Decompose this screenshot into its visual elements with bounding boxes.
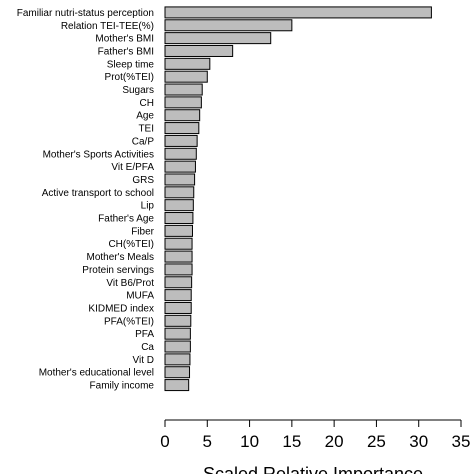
category-label: PFA(%TEI)	[104, 316, 154, 327]
x-tick-label: 0	[160, 432, 169, 451]
bar	[164, 19, 293, 32]
bar	[164, 147, 197, 160]
bar	[164, 160, 196, 173]
category-label: Relation TEI-TEE(%)	[61, 21, 154, 32]
bar	[164, 32, 272, 45]
category-label: Mother's Sports Activities	[43, 149, 154, 160]
category-label: Mother's BMI	[95, 34, 154, 45]
category-label: GRS	[132, 175, 154, 186]
bar	[164, 83, 203, 96]
category-label: Ca	[141, 342, 154, 353]
category-label: Familiar nutri-status perception	[17, 8, 154, 19]
category-label: Family income	[90, 381, 155, 392]
bar	[164, 340, 191, 353]
category-label: Father's BMI	[98, 46, 154, 57]
x-axis-title: Scaled Relative Importance	[203, 464, 423, 474]
x-tick-label: 30	[409, 432, 428, 451]
category-label: CH(%TEI)	[108, 239, 154, 250]
bar	[164, 212, 194, 225]
category-label: Active transport to school	[42, 188, 154, 199]
bar	[164, 96, 202, 109]
category-label: Prot(%TEI)	[105, 72, 154, 83]
category-label: CH	[140, 98, 154, 109]
bar	[164, 250, 193, 263]
bars-group	[164, 6, 432, 392]
bar	[164, 366, 191, 379]
bar	[164, 353, 191, 366]
bar	[164, 237, 193, 250]
category-label: Ca/P	[132, 136, 155, 147]
category-label: Age	[136, 111, 154, 122]
bar	[164, 57, 211, 70]
bar	[164, 327, 191, 340]
bar	[164, 134, 198, 147]
category-label: Sleep time	[107, 59, 155, 70]
bar	[164, 186, 195, 199]
bar	[164, 263, 193, 276]
category-label: Vit D	[133, 355, 155, 366]
bar	[164, 109, 201, 122]
bar	[164, 122, 200, 135]
category-label: Fiber	[131, 226, 154, 237]
x-tick-label: 10	[240, 432, 259, 451]
bar	[164, 379, 190, 392]
category-label: MUFA	[126, 291, 154, 302]
x-tick-label: 25	[367, 432, 386, 451]
x-tick-label: 15	[282, 432, 301, 451]
category-label: Vit B6/Prot	[106, 278, 154, 289]
x-tick-label: 35	[452, 432, 471, 451]
x-axis-ticks: 0 5 10 15 20 25 30 35	[160, 420, 470, 451]
category-label: Sugars	[122, 85, 154, 96]
bar	[164, 276, 193, 289]
category-label: TEI	[138, 124, 154, 135]
category-label: KIDMED index	[88, 303, 154, 314]
category-label: Protein servings	[82, 265, 154, 276]
bar	[164, 199, 194, 212]
bar	[164, 314, 192, 327]
bar	[164, 70, 208, 83]
category-label: Lip	[141, 201, 155, 212]
bar	[164, 6, 432, 19]
bar	[164, 173, 196, 186]
category-label: PFA	[135, 329, 154, 340]
category-label: Vit E/PFA	[111, 162, 154, 173]
bar	[164, 44, 234, 57]
x-tick-label: 20	[325, 432, 344, 451]
x-tick-label: 5	[203, 432, 212, 451]
category-label: Father's Age	[98, 214, 154, 225]
category-label: Mother's educational level	[39, 368, 154, 379]
bar	[164, 289, 192, 302]
bar	[164, 301, 192, 314]
bar	[164, 224, 193, 237]
category-label: Mother's Meals	[87, 252, 155, 263]
category-labels: Familiar nutri-status perception Relation…	[17, 8, 155, 392]
